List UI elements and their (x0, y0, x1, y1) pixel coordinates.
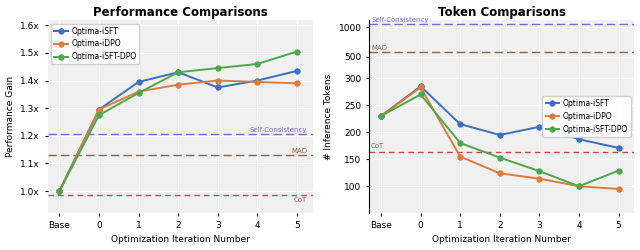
Title: Token Comparisons: Token Comparisons (438, 6, 566, 18)
Optima-iSFT (214, 86, 221, 89)
Optima-iSFT-DPO (293, 50, 301, 53)
X-axis label: Optimization Iteration Number: Optimization Iteration Number (111, 236, 250, 244)
Optima-iSFT (56, 190, 63, 193)
Optima-iDPO (135, 90, 143, 93)
Optima-iDPO (95, 108, 103, 111)
Optima-iDPO (293, 82, 301, 85)
Optima-iSFT (496, 134, 504, 136)
Optima-iSFT (615, 146, 623, 150)
Optima-iSFT (575, 138, 583, 141)
Line: Optima-iSFT: Optima-iSFT (378, 84, 621, 151)
Line: Optima-iSFT: Optima-iSFT (56, 68, 300, 194)
Title: Performance Comparisons: Performance Comparisons (93, 6, 268, 18)
Text: MAD: MAD (291, 148, 307, 154)
Y-axis label: # Inference Tokens: # Inference Tokens (324, 73, 333, 160)
Optima-iSFT-DPO (417, 93, 424, 96)
Optima-iSFT-DPO (56, 190, 63, 193)
Optima-iSFT-DPO (214, 66, 221, 70)
Optima-iDPO (174, 83, 182, 86)
Text: Self-Consistency: Self-Consistency (250, 127, 307, 133)
Optima-iSFT (377, 114, 385, 117)
X-axis label: Optimization Iteration Number: Optimization Iteration Number (433, 236, 572, 244)
Optima-iSFT (293, 69, 301, 72)
Optima-iSFT-DPO (174, 71, 182, 74)
Text: Self-Consistency: Self-Consistency (371, 18, 429, 24)
Optima-iSFT-DPO (135, 92, 143, 94)
Optima-iDPO (56, 190, 63, 193)
Text: CoT: CoT (294, 197, 307, 203)
Optima-iDPO (214, 79, 221, 82)
Optima-iSFT (536, 125, 543, 128)
Optima-iDPO (377, 114, 385, 117)
Optima-iSFT (417, 85, 424, 88)
Optima-iDPO (575, 185, 583, 188)
Optima-iDPO (417, 86, 424, 89)
Optima-iSFT-DPO (377, 114, 385, 117)
Line: Optima-iSFT-DPO: Optima-iSFT-DPO (378, 92, 621, 189)
Legend: Optima-iSFT, Optima-iDPO, Optima-iSFT-DPO: Optima-iSFT, Optima-iDPO, Optima-iSFT-DP… (51, 24, 140, 64)
Line: Optima-iDPO: Optima-iDPO (378, 85, 621, 192)
Optima-iDPO (536, 177, 543, 180)
Optima-iSFT-DPO (496, 156, 504, 159)
Optima-iDPO (496, 172, 504, 175)
Optima-iSFT (174, 71, 182, 74)
Optima-iDPO (615, 188, 623, 190)
Optima-iSFT-DPO (536, 170, 543, 173)
Optima-iSFT (253, 79, 261, 82)
Optima-iSFT-DPO (615, 169, 623, 172)
Y-axis label: Performance Gain: Performance Gain (6, 76, 15, 157)
Optima-iSFT-DPO (575, 185, 583, 188)
Optima-iSFT-DPO (253, 62, 261, 66)
Legend: Optima-iSFT, Optima-iDPO, Optima-iSFT-DPO: Optima-iSFT, Optima-iDPO, Optima-iSFT-DP… (543, 96, 630, 137)
Optima-iSFT-DPO (456, 142, 464, 144)
Optima-iSFT (135, 80, 143, 84)
Optima-iSFT-DPO (95, 114, 103, 116)
Line: Optima-iSFT-DPO: Optima-iSFT-DPO (56, 49, 300, 194)
Optima-iSFT (456, 123, 464, 126)
Optima-iDPO (253, 80, 261, 84)
Optima-iDPO (456, 155, 464, 158)
Line: Optima-iDPO: Optima-iDPO (56, 78, 300, 194)
Text: MAD: MAD (371, 45, 387, 51)
Optima-iSFT (95, 108, 103, 111)
Text: CoT: CoT (371, 143, 385, 149)
